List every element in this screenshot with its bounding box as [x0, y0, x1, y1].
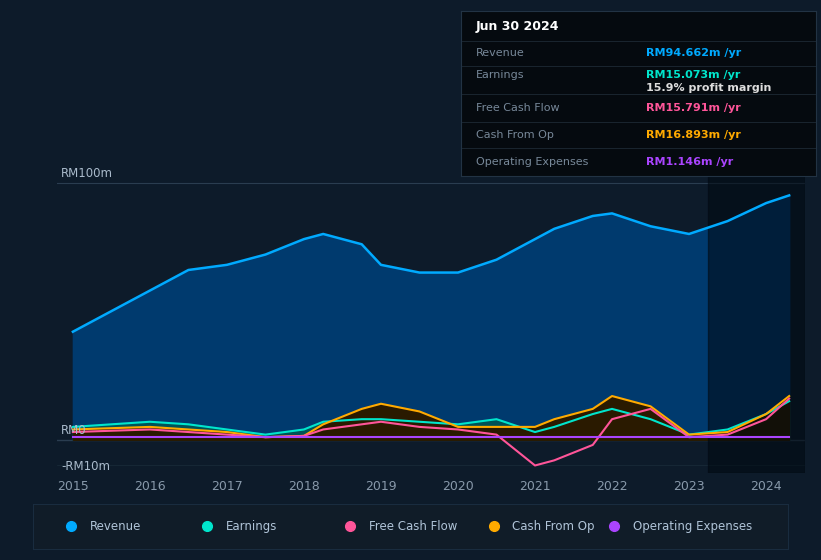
Text: Cash From Op: Cash From Op: [475, 130, 553, 140]
Text: RM15.791m /yr: RM15.791m /yr: [646, 103, 741, 113]
Text: RM1.146m /yr: RM1.146m /yr: [646, 157, 733, 167]
Text: RM15.073m /yr: RM15.073m /yr: [646, 70, 741, 80]
Text: 15.9% profit margin: 15.9% profit margin: [646, 83, 771, 93]
Text: RM0: RM0: [62, 424, 87, 437]
Text: Operating Expenses: Operating Expenses: [633, 520, 753, 533]
Text: Revenue: Revenue: [89, 520, 141, 533]
Bar: [709, 157, 805, 473]
Text: Operating Expenses: Operating Expenses: [475, 157, 588, 167]
Text: Revenue: Revenue: [475, 48, 525, 58]
Text: Earnings: Earnings: [226, 520, 277, 533]
Text: RM94.662m /yr: RM94.662m /yr: [646, 48, 741, 58]
Text: Cash From Op: Cash From Op: [512, 520, 595, 533]
Text: Free Cash Flow: Free Cash Flow: [475, 103, 559, 113]
Text: Earnings: Earnings: [475, 70, 524, 80]
Text: RM16.893m /yr: RM16.893m /yr: [646, 130, 741, 140]
Text: RM100m: RM100m: [62, 167, 113, 180]
Text: Free Cash Flow: Free Cash Flow: [369, 520, 457, 533]
Text: Jun 30 2024: Jun 30 2024: [475, 20, 559, 32]
Text: -RM10m: -RM10m: [62, 460, 110, 473]
